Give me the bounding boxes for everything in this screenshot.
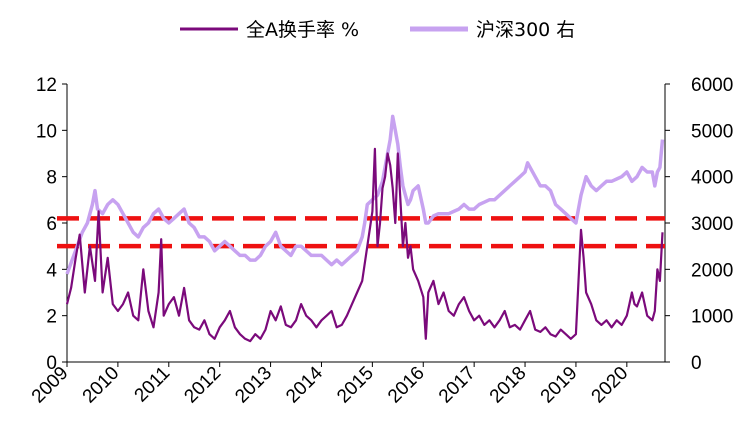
x-tick-label: 2020	[588, 363, 633, 408]
y-right-tick-label: 2000	[691, 260, 733, 281]
x-tick-label: 2011	[131, 363, 175, 407]
x-tick-label: 2015	[333, 363, 378, 408]
y-right-tick-label: 5000	[691, 121, 733, 142]
y-left-tick-label: 12	[36, 75, 57, 96]
hs300-line	[65, 114, 665, 275]
x-tick-label: 2014	[282, 362, 327, 407]
y-left-tick-label: 6	[46, 214, 57, 235]
series-group	[65, 114, 665, 343]
reference-lines	[57, 216, 665, 249]
y-right-tick-label: 6000	[691, 75, 733, 96]
legend-label-2: 沪深300 右	[476, 19, 575, 41]
y-left-tick-label: 2	[46, 307, 57, 328]
x-tick-label: 2016	[384, 363, 429, 408]
y-right-tick-label: 3000	[691, 214, 733, 235]
x-tick-label: 2009	[28, 363, 73, 408]
y-left-tick-label: 10	[36, 121, 57, 142]
x-tick-label: 2019	[537, 363, 582, 408]
legend-label-1: 全A换手率 %	[246, 19, 359, 41]
x-tick-label: 2018	[486, 363, 531, 408]
y-right-tick-label: 1000	[691, 307, 733, 328]
y-right-tick-label: 0	[691, 353, 702, 374]
x-tick-label: 2012	[180, 363, 225, 408]
turnover-line	[65, 147, 664, 343]
x-tick-label: 2013	[231, 363, 276, 408]
y-right-tick-label: 4000	[691, 168, 733, 189]
y-left-tick-label: 0	[46, 353, 57, 374]
x-tick-label: 2017	[435, 363, 480, 408]
y-left-tick-label: 8	[46, 168, 57, 189]
x-tick-label: 2010	[79, 363, 124, 408]
legend: 全A换手率 % 沪深300 右	[180, 19, 575, 41]
y-left-tick-label: 4	[46, 260, 57, 281]
